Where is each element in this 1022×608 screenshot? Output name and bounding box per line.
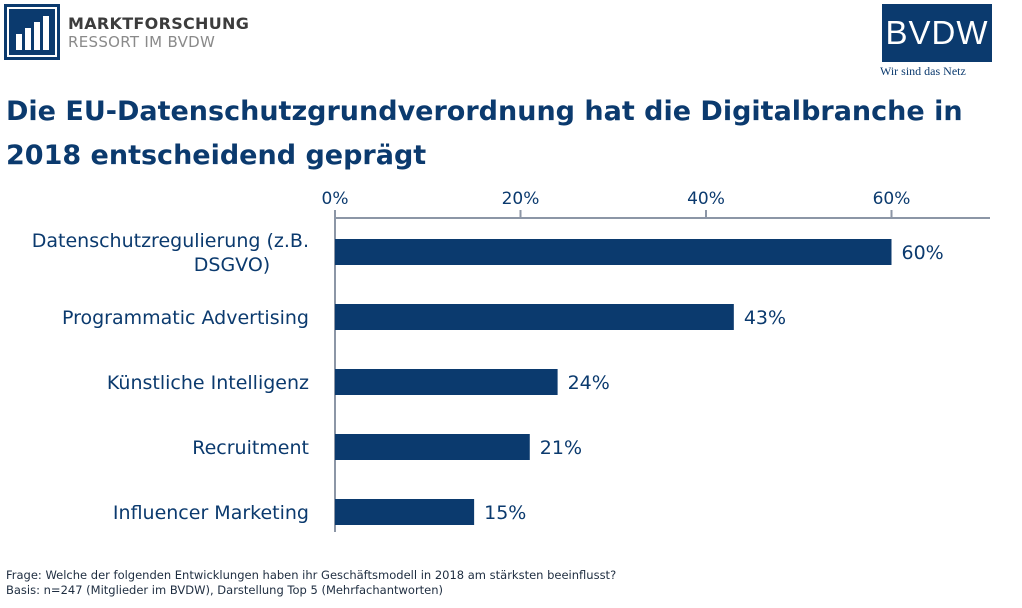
bar (335, 499, 475, 525)
page-title: Die EU-Datenschutzgrundverordnung hat di… (6, 96, 963, 171)
category-label: Programmatic Advertising (62, 307, 309, 329)
category-label-line: DSGVO) (194, 254, 270, 276)
category-label: Influencer Marketing (113, 502, 309, 524)
category-label-line: Influencer Marketing (113, 502, 309, 524)
data-label: 15% (484, 502, 526, 524)
bar (335, 434, 530, 460)
bvdw-tagline: Wir sind das Netz (880, 64, 966, 78)
footnote-question: Frage: Welche der folgenden Entwicklunge… (6, 568, 617, 582)
x-tick-label: 40% (687, 189, 725, 209)
category-label-line: Künstliche Intelligenz (107, 372, 309, 394)
bar (335, 239, 892, 265)
bar (335, 304, 734, 330)
category-label-line: Recruitment (192, 437, 309, 459)
category-label: Künstliche Intelligenz (107, 372, 309, 394)
bvdw-logo: BVDW (882, 4, 992, 62)
category-label-line: Datenschutzregulierung (z.B. (32, 230, 309, 252)
data-label: 21% (540, 437, 582, 459)
x-tick-label: 0% (322, 189, 349, 209)
category-label: Datenschutzregulierung (z.B. DSGVO) (32, 230, 309, 276)
bar-chart: 0% 20% 40% 60% 60% Datenschutzregulierung (z.… (32, 189, 990, 532)
logo-title: MARKTFORSCHUNG (68, 14, 250, 33)
x-tick-label: 20% (502, 189, 540, 209)
data-label: 60% (902, 242, 944, 264)
category-label-line: Programmatic Advertising (62, 307, 309, 329)
marktforschung-logo-icon (4, 4, 60, 60)
data-label: 24% (568, 372, 610, 394)
logo-subtitle: RESSORT IM BVDW (68, 33, 216, 51)
footnote: Frage: Welche der folgenden Entwicklunge… (6, 568, 616, 598)
bar (335, 369, 558, 395)
x-tick-label: 60% (873, 189, 911, 209)
data-label: 43% (744, 307, 786, 329)
footnote-basis: Basis: n=247 (Mitglieder im BVDW), Darst… (6, 583, 444, 597)
category-label: Recruitment (192, 437, 309, 459)
